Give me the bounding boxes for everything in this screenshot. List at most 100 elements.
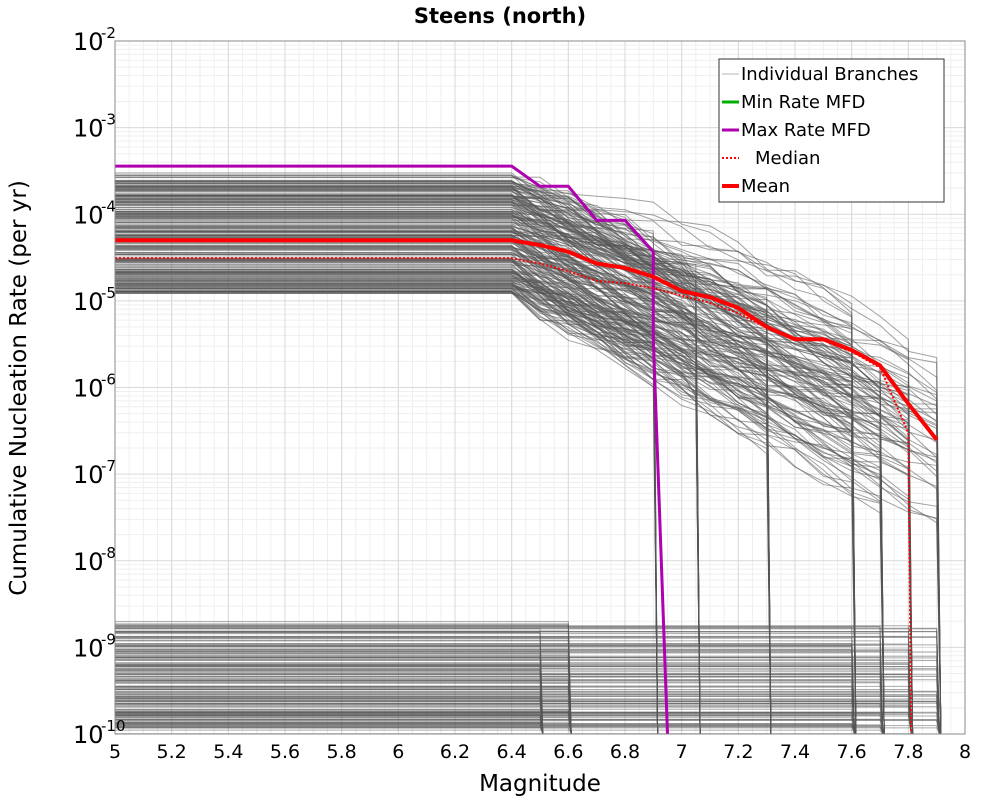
legend-box [718,58,945,203]
y-axis-label: Cumulative Nucleation Rate (per yr) [6,180,32,596]
x-axis-ticks: 5 5.2 5.4 5.6 5.8 6 6.2 6.4 6.6 6.8 7 7.2 7.4 7.6 7.8 8 [109,741,971,763]
branch-line [115,183,659,735]
y-tick-label: 10-5 [73,284,116,316]
summary-series [115,164,939,735]
y-tick-exponent: -4 [101,197,116,215]
branch-line [115,291,942,735]
x-tick-label: 6.6 [553,741,583,763]
branch-line [115,260,857,735]
branch-line-low [115,628,544,735]
branch-line [115,291,659,735]
y-tick-base: 10 [73,721,104,749]
branch-line-low [115,712,572,735]
x-tick-label: 5.4 [213,741,243,763]
x-tick-label: 5.6 [270,741,300,763]
branch-line [115,185,701,735]
x-tick-label: 6.8 [610,741,640,763]
branch-line [115,251,914,735]
y-tick-exponent: -8 [101,544,116,562]
legend: Individual Branches Min Rate MFD Max Rate … [718,58,945,203]
legend-label: Max Rate MFD [741,120,871,141]
y-tick-base: 10 [73,634,104,662]
y-tick-exponent: -3 [101,111,116,129]
x-axis-label: Magnitude [479,771,601,797]
branch-line-low [115,669,940,735]
x-tick-label: 6.4 [497,741,527,763]
y-tick-exponent: -9 [101,630,116,648]
legend-label: Median [755,148,820,169]
branch-line [115,283,772,735]
x-tick-label: 7.4 [780,741,810,763]
branch-line [115,258,701,735]
x-tick-label: 5.8 [327,741,357,763]
branch-line [115,187,942,735]
branch-line [115,229,772,735]
y-tick-label: 10-4 [73,197,116,229]
branch-line [115,252,857,735]
y-tick-exponent: -5 [101,284,116,302]
branch-line [115,261,701,735]
branch-line-low [115,625,884,735]
x-tick-label: 5.2 [157,741,187,763]
y-tick-label: 10-9 [73,630,116,662]
branch-line [115,219,857,735]
y-tick-exponent: -2 [101,24,116,42]
branch-line-low [115,724,884,735]
branch-line [115,198,701,735]
y-tick-base: 10 [73,288,104,316]
x-tick-label: 8 [959,741,971,763]
branch-line [115,183,914,735]
y-tick-label: 10-3 [73,111,116,143]
y-tick-label: 10-7 [73,457,116,489]
y-tick-exponent: -6 [101,371,116,389]
branch-line [115,293,772,735]
y-tick-label: 10-10 [73,717,126,749]
branch-line-low [115,719,940,735]
x-tick-label: 7 [676,741,688,763]
branch-line [115,272,772,735]
branch-line [115,197,659,735]
branch-line [115,237,772,735]
branch-line [115,211,914,735]
branch-line-low [115,727,572,735]
branch-line [115,274,914,735]
series-mean [115,238,939,441]
y-tick-base: 10 [73,548,104,576]
x-tick-label: 6 [392,741,404,763]
branch-line [115,288,914,735]
branch-line [115,291,772,735]
y-tick-label: 10-6 [73,371,116,403]
x-tick-label: 7.2 [723,741,753,763]
x-tick-label: 5 [109,741,121,763]
series-median [115,257,913,735]
branch-line [115,270,659,735]
branch-line-low [115,672,884,735]
branch-line [115,231,942,735]
branch-line [115,287,701,735]
y-tick-label: 10-2 [73,24,116,56]
x-tick-label: 7.8 [893,741,923,763]
y-tick-base: 10 [73,115,104,143]
series-max-rate-mfd [115,164,669,735]
x-tick-label: 6.2 [440,741,470,763]
branch-line [115,271,659,735]
branch-line-low [115,631,940,735]
legend-label: Min Rate MFD [741,92,865,113]
plot-frame [114,40,966,735]
y-tick-label: 10-8 [73,544,116,576]
legend-label: Mean [741,176,790,197]
legend-label: Individual Branches [741,64,918,85]
branch-line-low [115,718,544,735]
branch-line [115,292,857,735]
y-tick-base: 10 [73,461,104,489]
chart-title: Steens (north) [414,4,586,28]
y-tick-exponent: -10 [101,717,126,735]
y-tick-base: 10 [73,375,104,403]
branch-line-low [115,638,572,735]
x-tick-label: 7.6 [837,741,867,763]
branch-line [115,199,857,735]
y-tick-base: 10 [73,28,104,56]
branch-line [115,279,701,735]
